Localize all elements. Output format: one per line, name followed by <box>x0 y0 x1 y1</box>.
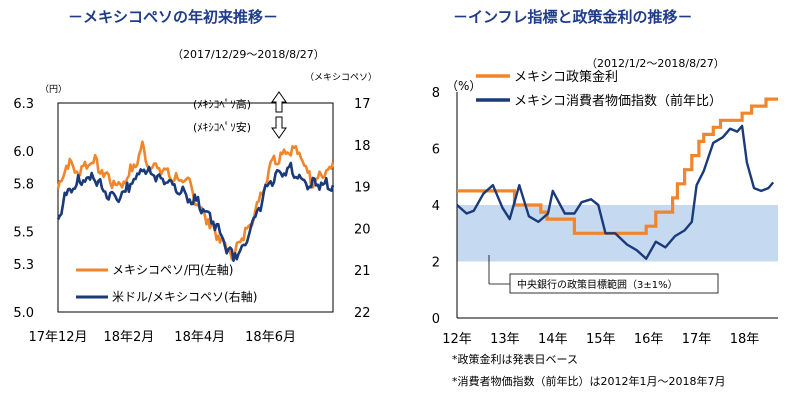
left-axis-unit: （円） <box>40 84 67 95</box>
left-ytick-label: 5.8 <box>13 177 34 192</box>
right-axis-unit: （%） <box>446 79 481 93</box>
right-ytick-label: 22 <box>354 306 371 321</box>
arrow-down-label: (ﾒｷｼｺﾍﾟｿ安) <box>193 120 251 134</box>
arrow-up-icon <box>271 91 287 113</box>
right-axis-unit: （メキシコペソ） <box>305 72 377 83</box>
left-ytick-label: 5.3 <box>13 258 34 273</box>
arrow-up-label: (ﾒｷｼｺﾍﾟｿ高) <box>193 97 251 111</box>
right-xtick-label: 16年 <box>634 332 664 347</box>
right-ytick-label: 20 <box>354 222 371 237</box>
right-ytick-label: 0 <box>432 312 440 327</box>
right-xtick-label: 13年 <box>490 332 520 347</box>
left-xtick-label: 18年6月 <box>245 330 296 345</box>
series-line-policy-rate <box>457 97 778 235</box>
right-ytick-label: 4 <box>432 199 440 214</box>
right-ytick-label: 2 <box>432 256 440 271</box>
left-xtick-label: 18年4月 <box>174 330 225 345</box>
note-policy-rate: *政策金利は発表日ベース <box>452 353 578 366</box>
legend-label-mxn-jpy: メキシコペソ/円(左軸) <box>112 262 233 277</box>
right-xtick-label: 15年 <box>586 332 616 347</box>
left-ytick-label: 6.0 <box>13 145 34 160</box>
left-xtick-label: 17年12月 <box>28 330 87 345</box>
left-chart-subtitle: （2017/12/29～2018/8/27） <box>172 48 325 61</box>
right-xtick-label: 17年 <box>682 332 712 347</box>
left-plot-frame <box>57 102 334 313</box>
right-ytick-label: 21 <box>354 264 371 279</box>
band-label: 中央銀行の政策目標範囲（3±1%） <box>517 278 678 291</box>
legend-label-usd-mxn: 米ドル/メキシコペソ(右軸) <box>112 289 257 304</box>
left-ytick-label: 6.3 <box>13 97 34 112</box>
left-ytick-label: 5.0 <box>13 306 34 321</box>
series-line-cpi <box>456 124 775 260</box>
left-chart-title: －メキシコペソの年初来推移－ <box>68 8 279 26</box>
right-ytick-label: 18 <box>354 139 371 154</box>
right-ytick-label: 19 <box>354 181 371 196</box>
series-line-mxn-jpy <box>56 140 335 262</box>
right-xtick-label: 14年 <box>538 332 568 347</box>
note-cpi: *消費者物価指数（前年比）は2012年1月～2018年7月 <box>452 375 726 388</box>
arrow-down-icon <box>271 116 287 139</box>
left-ytick-label: 5.5 <box>13 226 34 241</box>
right-xtick-label: 12年 <box>442 332 472 347</box>
right-chart-title: －インフレ指標と政策金利の推移－ <box>453 8 693 26</box>
right-xtick-label: 18年 <box>730 332 760 347</box>
legend-label-cpi: メキシコ消費者物価指数（前年比） <box>514 93 722 109</box>
right-ytick-label: 17 <box>354 97 371 112</box>
left-xtick-label: 18年2月 <box>103 330 154 345</box>
right-ytick-label: 8 <box>432 86 440 101</box>
right-ytick-label: 6 <box>432 143 440 158</box>
series-line-usd-mxn <box>56 161 335 263</box>
band-label-box <box>509 273 719 294</box>
right-chart-subtitle: （2012/1/2～2018/8/27） <box>586 57 725 70</box>
legend-label-policy-rate: メキシコ政策金利 <box>514 69 618 85</box>
